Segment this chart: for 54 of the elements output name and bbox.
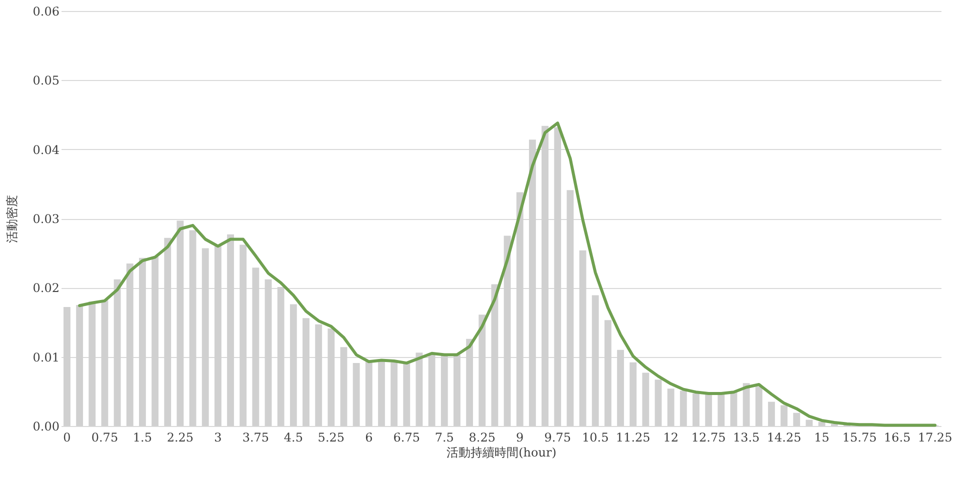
line-series xyxy=(78,122,937,427)
x-tick-label: 0 xyxy=(63,430,71,444)
x-tick-label: 16.5 xyxy=(884,430,911,444)
bar xyxy=(390,362,398,426)
x-axis-title: 活動持續時間(hour) xyxy=(446,446,556,460)
x-tick-label: 1.5 xyxy=(132,430,152,444)
x-tick-label: 0.75 xyxy=(91,430,118,444)
bar xyxy=(806,420,813,426)
x-tick-label: 12.75 xyxy=(691,430,726,444)
x-tick-label: 13.5 xyxy=(732,430,760,444)
x-tick-label: 4.5 xyxy=(284,430,303,444)
x-tick-label: 17.25 xyxy=(918,430,952,444)
bar xyxy=(755,386,762,426)
bar xyxy=(378,360,385,426)
x-tick-label: 3.75 xyxy=(242,430,270,444)
bar xyxy=(742,383,750,426)
bar xyxy=(768,402,775,426)
bar xyxy=(793,412,800,426)
y-tick-label: 0.02 xyxy=(32,281,60,296)
x-tick-label: 5.25 xyxy=(318,430,345,444)
x-tick-label: 6.75 xyxy=(393,430,420,444)
bar xyxy=(705,394,712,426)
x-tick-label: 3 xyxy=(214,430,222,444)
x-tick-label: 7.5 xyxy=(434,430,454,444)
y-tick-label: 0.06 xyxy=(32,4,60,18)
x-tick-label: 10.5 xyxy=(582,430,609,444)
bar xyxy=(718,393,725,426)
x-tick-label: 11.25 xyxy=(616,430,650,444)
y-tick-label: 0.05 xyxy=(32,74,60,88)
x-tick-label: 15 xyxy=(814,430,830,444)
x-tick-label: 2.25 xyxy=(166,430,194,444)
x-tick-label: 15.75 xyxy=(842,430,877,444)
x-tick-label: 12 xyxy=(663,430,678,444)
y-tick-label: 0.04 xyxy=(32,142,60,157)
x-tick-label: 6 xyxy=(365,430,373,444)
x-tick-label: 14.25 xyxy=(766,430,802,444)
bar xyxy=(365,360,372,426)
bar xyxy=(352,363,360,426)
y-tick-label: 0.00 xyxy=(32,420,60,434)
bar xyxy=(403,364,410,426)
bar xyxy=(680,390,687,426)
y-tick-label: 0.03 xyxy=(32,212,60,226)
y-axis-title: 活動密度 xyxy=(4,195,19,243)
x-tick-label: 8.25 xyxy=(468,430,496,444)
bar xyxy=(630,362,637,426)
bar xyxy=(642,372,650,426)
x-tick-label: 9 xyxy=(516,430,524,444)
y-tick-label: 0.01 xyxy=(32,350,60,364)
bar xyxy=(667,388,674,426)
bar xyxy=(818,422,826,426)
bar xyxy=(692,393,700,426)
bar xyxy=(780,405,788,426)
x-tick-label: 9.75 xyxy=(544,430,571,444)
bar xyxy=(654,380,662,426)
